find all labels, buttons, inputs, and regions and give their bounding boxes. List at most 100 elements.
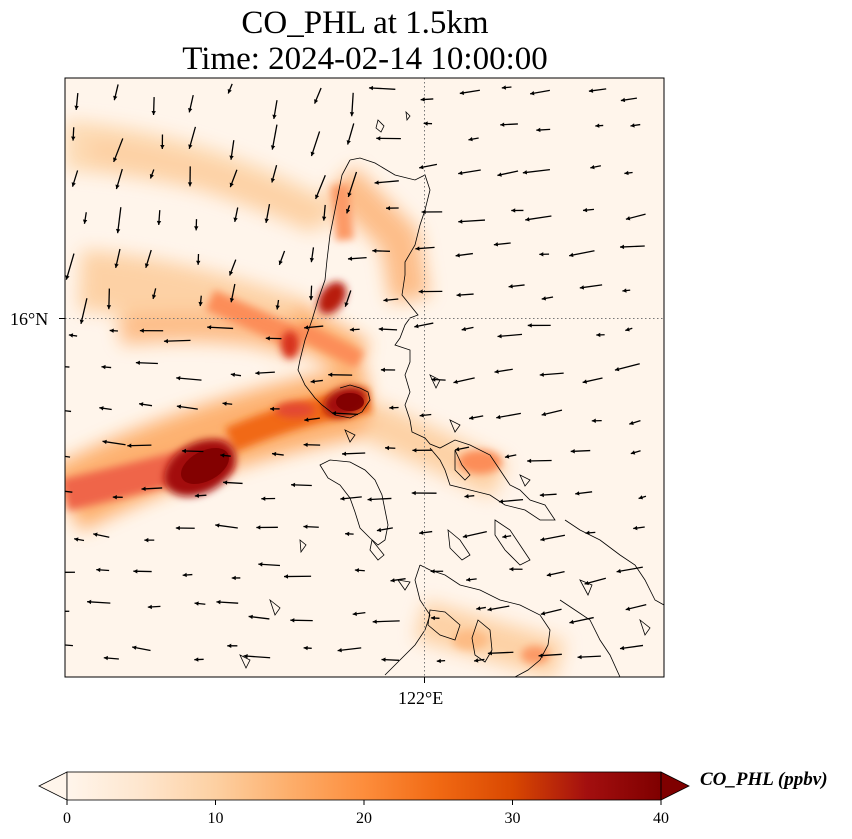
wind-arrowhead bbox=[321, 216, 327, 221]
map-subtitle-time: Time: 2024-02-14 10:00:00 bbox=[182, 41, 548, 77]
wind-arrowhead bbox=[243, 653, 248, 659]
wind-arrowhead bbox=[207, 325, 212, 330]
wind-arrowhead bbox=[96, 567, 101, 573]
wind-arrowhead bbox=[229, 182, 234, 188]
wind-arrowhead bbox=[584, 580, 589, 586]
wind-arrowhead bbox=[591, 418, 596, 423]
wind-arrowhead bbox=[223, 480, 228, 485]
wind-arrow bbox=[80, 298, 88, 325]
wind-arrowhead bbox=[431, 377, 436, 382]
wind-arrowhead bbox=[163, 338, 169, 344]
wind-arrowhead bbox=[498, 499, 504, 504]
wind-arrowhead bbox=[342, 451, 347, 456]
wind-arrow bbox=[65, 490, 73, 493]
wind-arrow bbox=[315, 174, 326, 200]
wind-arrow bbox=[127, 444, 152, 447]
wind-arrow bbox=[271, 124, 278, 150]
wind-arrowhead bbox=[113, 157, 118, 162]
wind-arrowhead bbox=[541, 296, 547, 301]
wind-arrowhead bbox=[511, 208, 516, 213]
wind-arrowhead bbox=[487, 651, 492, 656]
wind-arrowhead bbox=[175, 525, 180, 531]
wind-arrowhead bbox=[229, 155, 234, 160]
wind-arrow bbox=[374, 180, 399, 184]
wind-arrowhead bbox=[87, 599, 92, 605]
wind-arrowhead bbox=[275, 305, 280, 310]
wind-arrowhead bbox=[181, 448, 186, 454]
wind-arrowhead bbox=[271, 451, 277, 457]
wind-arrowhead bbox=[290, 618, 295, 623]
wind-arrowhead bbox=[496, 414, 501, 420]
wind-arrowhead bbox=[230, 372, 236, 377]
wind-arrowhead bbox=[198, 301, 203, 307]
wind-arrowhead bbox=[504, 454, 510, 459]
wind-arrowhead bbox=[458, 219, 463, 224]
wind-arrowhead bbox=[156, 220, 162, 225]
wind-arrowhead bbox=[540, 611, 546, 616]
wind-arrowhead bbox=[389, 405, 394, 410]
wind-arrowhead bbox=[347, 256, 353, 261]
wind-arrowhead bbox=[328, 372, 333, 377]
colorbar-tick-20: 20 bbox=[356, 810, 372, 827]
wind-arrowhead bbox=[141, 486, 146, 492]
wind-arrowhead bbox=[188, 144, 193, 149]
colorbar-tick-10: 10 bbox=[207, 810, 224, 827]
wind-arrowhead bbox=[411, 490, 416, 496]
wind-arrowhead bbox=[619, 244, 625, 250]
wind-arrowhead bbox=[314, 99, 319, 104]
wind-arrowhead bbox=[412, 448, 417, 453]
wind-arrow bbox=[113, 138, 124, 163]
wind-arrowhead bbox=[501, 85, 506, 90]
wind-arrowhead bbox=[133, 569, 138, 574]
wind-arrowhead bbox=[381, 657, 386, 662]
wind-arrowhead bbox=[414, 323, 419, 329]
wind-vectors bbox=[65, 83, 647, 664]
wind-arrowhead bbox=[139, 402, 144, 407]
wind-arrowhead bbox=[215, 523, 220, 528]
wind-arrowhead bbox=[347, 192, 352, 197]
wind-arrowhead bbox=[182, 572, 187, 578]
wind-arrowhead bbox=[346, 140, 351, 145]
wind-arrowhead bbox=[633, 525, 638, 531]
colorbar-gradient bbox=[67, 772, 661, 800]
coastline bbox=[239, 110, 664, 677]
wind-arrowhead bbox=[101, 364, 106, 370]
wind-arrowhead bbox=[270, 178, 276, 183]
colorbar-max-extend bbox=[660, 771, 690, 801]
wind-arrowhead bbox=[352, 611, 357, 616]
wind-arrowhead bbox=[620, 97, 626, 103]
wind-arrow bbox=[616, 566, 643, 573]
wind-arrowhead bbox=[630, 450, 636, 455]
wind-arrowhead bbox=[522, 170, 528, 175]
wind-arrowhead bbox=[509, 566, 514, 572]
wind-arrowhead bbox=[468, 136, 473, 142]
colorbar-label: CO_PHL (ppbv) bbox=[700, 769, 828, 790]
wind-arrowhead bbox=[272, 114, 277, 119]
wind-arrowhead bbox=[385, 445, 390, 451]
wind-arrowhead bbox=[436, 658, 441, 664]
wind-arrowhead bbox=[624, 170, 629, 176]
wind-arrowhead bbox=[106, 305, 112, 310]
wind-arrowhead bbox=[256, 525, 261, 530]
wind-arrow bbox=[614, 363, 640, 371]
wind-arrowhead bbox=[372, 619, 377, 624]
wind-arrowhead bbox=[248, 614, 253, 620]
wind-arrowhead bbox=[68, 333, 74, 338]
wind-arrowhead bbox=[368, 85, 374, 91]
wind-arrow bbox=[496, 412, 521, 419]
wind-arrowhead bbox=[577, 654, 582, 660]
wind-arrow bbox=[569, 250, 595, 257]
wind-arrowhead bbox=[144, 263, 150, 268]
co-concentration-field bbox=[65, 78, 664, 677]
wind-arrowhead bbox=[261, 496, 266, 501]
wind-arrowhead bbox=[99, 406, 104, 411]
wind-arrowhead bbox=[622, 288, 627, 293]
wind-arrowhead bbox=[151, 110, 156, 116]
wind-arrowhead bbox=[430, 615, 435, 621]
wind-arrowhead bbox=[500, 122, 505, 127]
wind-arrowhead bbox=[596, 332, 601, 338]
wind-arrow bbox=[619, 245, 645, 248]
wind-arrowhead bbox=[494, 369, 499, 374]
wind-arrowhead bbox=[476, 606, 481, 611]
